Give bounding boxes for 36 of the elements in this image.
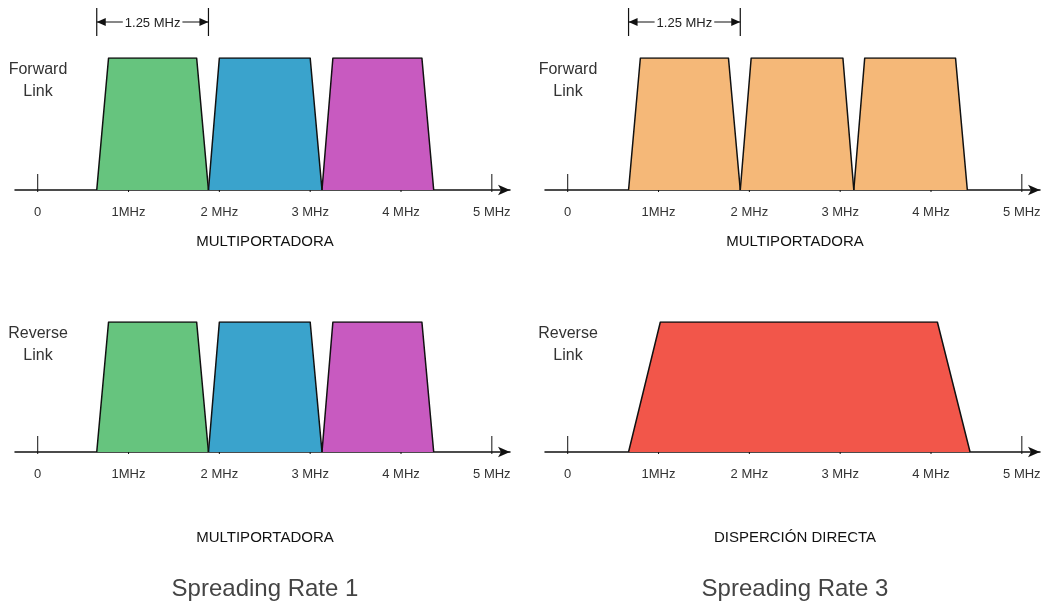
x-tick-label: 1MHz xyxy=(111,465,146,481)
y-axis-title: Forward Link xyxy=(538,59,598,101)
x-tick-label: 3 MHz xyxy=(821,203,859,219)
x-tick-label: 3 MHz xyxy=(821,465,859,481)
x-tick-label: 5 MHz xyxy=(1003,465,1041,481)
y-axis-title: Forward Link xyxy=(8,59,68,101)
x-tick-label: 1MHz xyxy=(641,203,676,219)
x-tick-label: 2 MHz xyxy=(200,203,239,219)
x-tick-label: 0 xyxy=(34,465,42,481)
x-tick-label: 2 MHz xyxy=(730,465,769,481)
x-tick-label: 3 MHz xyxy=(291,203,329,219)
x-tick-label: 4 MHz xyxy=(912,465,950,481)
text: 1.25 MHz xyxy=(124,14,181,30)
x-tick-label: 0 xyxy=(34,203,42,219)
text: 1.25 MHz xyxy=(656,14,713,30)
text: Spreading Rate 1 xyxy=(170,574,360,602)
x-axis-title: MULTIPORTADORA xyxy=(195,528,335,545)
x-axis-title: DISPERCIÓN DIRECTA xyxy=(712,528,878,545)
x-tick-label: 1MHz xyxy=(111,203,146,219)
x-axis-title: MULTIPORTADORA xyxy=(725,232,865,249)
x-tick-label: 0 xyxy=(564,203,572,219)
x-tick-label: 0 xyxy=(564,465,572,481)
y-axis-title: Reverse Link xyxy=(8,323,68,365)
x-tick-label: 4 MHz xyxy=(382,203,420,219)
x-tick-label: 4 MHz xyxy=(912,203,950,219)
text: Spreading Rate 3 xyxy=(700,574,890,602)
x-tick-label: 1MHz xyxy=(641,465,676,481)
x-tick-label: 5 MHz xyxy=(1003,203,1041,219)
x-tick-label: 4 MHz xyxy=(382,465,420,481)
x-tick-label: 2 MHz xyxy=(200,465,239,481)
x-tick-label: 2 MHz xyxy=(730,203,769,219)
y-axis-title: Reverse Link xyxy=(538,323,598,365)
x-axis-title: MULTIPORTADORA xyxy=(195,232,335,249)
x-tick-label: 3 MHz xyxy=(291,465,329,481)
x-tick-label: 5 MHz xyxy=(473,203,511,219)
x-tick-label: 5 MHz xyxy=(473,465,511,481)
